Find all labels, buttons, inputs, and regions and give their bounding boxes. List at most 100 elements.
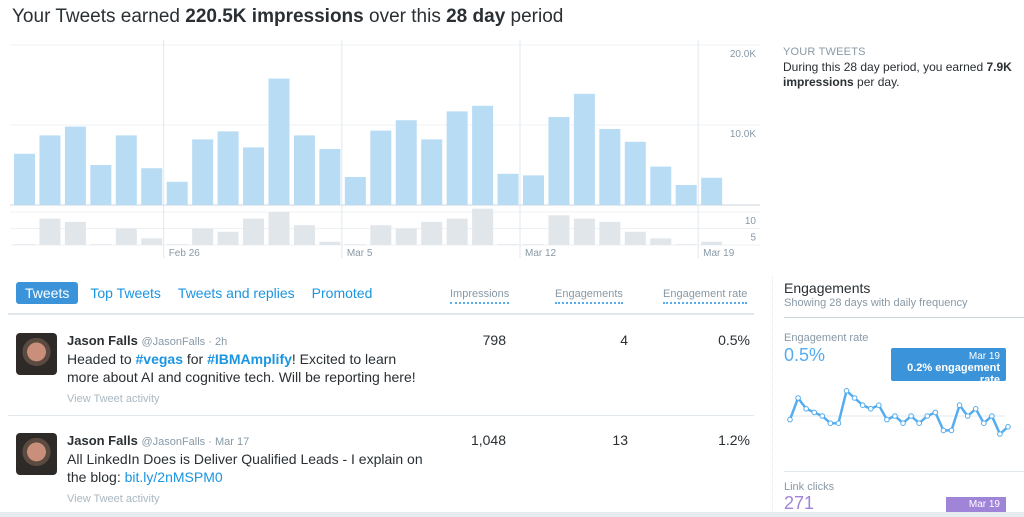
column-engagements[interactable]: Engagements (555, 288, 623, 304)
your-tweets-post: per day. (853, 75, 900, 89)
tweet-row[interactable]: Jason Falls @JasonFalls · 2h Headed to #v… (16, 332, 756, 413)
link-clicks-label: Link clicks (784, 481, 835, 493)
engagements-bar (624, 231, 646, 245)
tab-tweets-and-replies[interactable]: Tweets and replies (177, 285, 295, 301)
engagements-bar (319, 241, 341, 245)
tweet-text: All LinkedIn Does is Deliver Qualified L… (67, 450, 427, 486)
engagement-rate-point (1005, 424, 1011, 430)
engagements-bar (217, 231, 239, 245)
headline-period: 28 day (446, 6, 506, 27)
y-tick-label: 20.0K (730, 49, 756, 60)
impressions-bar (548, 117, 570, 205)
page-headline: Your Tweets earned 220.5K impressions ov… (12, 6, 563, 28)
impressions-bar (446, 111, 468, 205)
engagement-rate-line (788, 388, 1009, 437)
x-tick-label: Mar 5 (347, 248, 373, 259)
engagements-bar (472, 208, 494, 245)
y-tick-label: 10 (745, 216, 757, 227)
impressions-bar (650, 166, 672, 205)
x-tick-label: Mar 12 (525, 248, 557, 259)
impressions-bar (344, 177, 366, 205)
engagements-bar (675, 244, 697, 245)
engagement-rate-point (989, 413, 995, 419)
text-segment: for (182, 351, 208, 367)
engagements-value: 4 (620, 332, 628, 348)
impressions-bar (395, 120, 417, 205)
tab-promoted[interactable]: Promoted (311, 285, 373, 301)
engagement-rate-point (972, 406, 979, 412)
engagements-bar (115, 228, 137, 245)
avatar[interactable] (16, 333, 57, 375)
tooltip-date: Mar 19 (968, 351, 1000, 362)
impressions-value: 1,048 (470, 432, 506, 448)
tab-top-tweets[interactable]: Top Tweets (90, 285, 161, 301)
impressions-bar (573, 93, 595, 205)
engagement-rate-point (980, 420, 987, 427)
impressions-bar (599, 129, 621, 205)
engagements-panel: Engagements Showing 28 days with daily f… (772, 276, 1024, 517)
engagements-bar (293, 225, 315, 245)
column-impressions[interactable]: Impressions (450, 288, 510, 304)
engagements-bar (497, 244, 519, 245)
divider (8, 313, 754, 315)
engagements-value: 13 (612, 432, 628, 448)
engagements-bar (650, 238, 672, 245)
hashtag-link[interactable]: #IBMAmplify (207, 351, 292, 367)
link-clicks-tooltip: Mar 19 (946, 497, 1006, 513)
impressions-bar (523, 175, 544, 205)
link-clicks-value: 271 (784, 493, 815, 513)
impressions-bar (624, 141, 646, 205)
author-name[interactable]: Jason Falls (67, 433, 138, 448)
author-name[interactable]: Jason Falls (67, 333, 138, 348)
your-tweets-title: YOUR TWEETS (783, 46, 866, 58)
engagements-bar (192, 228, 214, 245)
engagements-bar (166, 244, 188, 245)
engagements-bar (243, 218, 265, 245)
engagements-bar (573, 218, 595, 245)
engagement-rate-point (803, 406, 809, 412)
engagements-bar (370, 225, 392, 245)
headline-pre: Your Tweets earned (12, 6, 186, 27)
your-tweets-pre: During this 28 day period, you earned (783, 60, 987, 74)
engagement-rate-point (835, 420, 842, 427)
impressions-bar (192, 139, 214, 205)
author-handle[interactable]: @JasonFalls · Mar 17 (141, 436, 250, 448)
your-tweets-summary: YOUR TWEETS During this 28 day period, y… (783, 46, 1018, 90)
engagements-bar (548, 215, 570, 245)
engagements-bar (701, 241, 723, 245)
view-tweet-activity-link[interactable]: View Tweet activity (67, 393, 160, 405)
column-engagement-rate[interactable]: Engagement rate (663, 288, 748, 304)
bottom-scrollbar[interactable] (0, 512, 1024, 517)
engagement-rate-chart[interactable] (773, 376, 1024, 476)
url-link[interactable]: bit.ly/2nMSPM0 (124, 469, 223, 485)
view-tweet-activity-link[interactable]: View Tweet activity (67, 493, 160, 505)
text-segment: Headed to (67, 351, 136, 367)
engagements-bar (395, 228, 417, 245)
engagements-bar (39, 218, 61, 245)
author-handle[interactable]: @JasonFalls · 2h (141, 336, 228, 348)
impressions-bar (217, 131, 239, 205)
tab-tweets[interactable]: Tweets (16, 282, 79, 304)
impressions-bar (14, 153, 35, 205)
impressions-bar (675, 185, 697, 205)
impressions-bar (166, 181, 188, 205)
text-segment: All LinkedIn Does is Deliver Qualified L… (67, 451, 427, 485)
impressions-bar (293, 135, 315, 205)
engagement-rate-value: 1.2% (718, 432, 750, 448)
engagements-bar (421, 221, 443, 245)
impressions-bar (421, 139, 443, 205)
headline-impressions: 220.5K impressions (185, 6, 364, 27)
headline-post: period (505, 6, 564, 27)
hashtag-link[interactable]: #vegas (135, 351, 183, 367)
engagement-rate-tooltip: Mar 19 0.2% engagement rate (891, 348, 1006, 386)
engagement-rate-point (795, 395, 801, 401)
tweet-text: Headed to #vegas for #IBMAmplify! Excite… (67, 350, 427, 386)
avatar[interactable] (16, 433, 57, 475)
y-tick-label: 10.0K (730, 129, 756, 140)
impressions-bar (497, 173, 519, 205)
engagement-rate-point (787, 416, 793, 423)
engagement-rate-point (932, 409, 939, 416)
tweet-row[interactable]: Jason Falls @JasonFalls · Mar 17 All Link… (16, 432, 756, 513)
engagement-rate-point (964, 413, 971, 419)
engagement-rate-value: 0.5% (718, 332, 750, 348)
